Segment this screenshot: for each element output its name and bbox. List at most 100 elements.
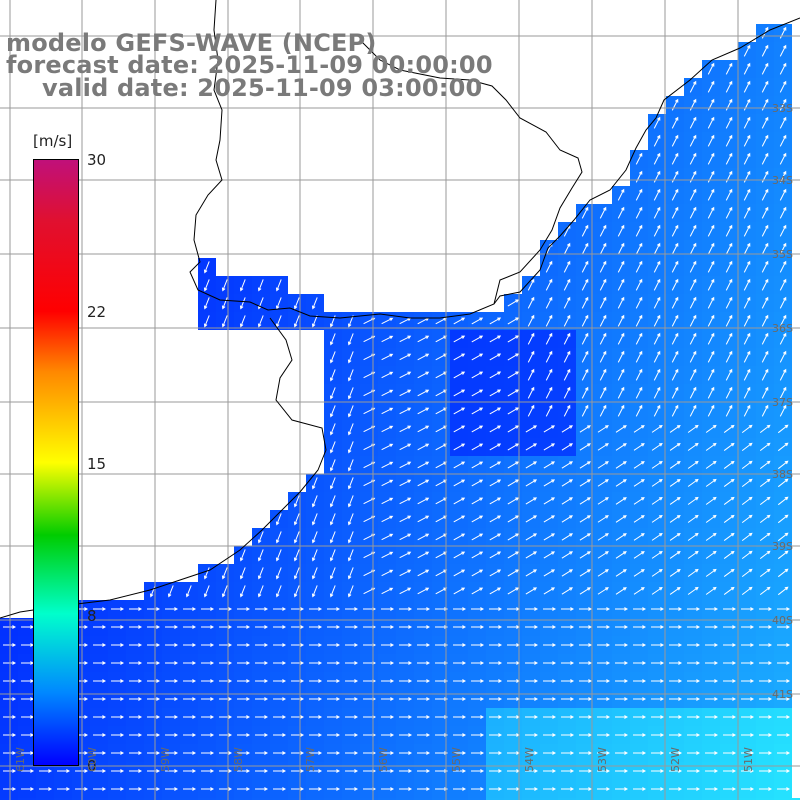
wind-arrow	[615, 443, 627, 451]
wind-arrow	[669, 514, 681, 523]
wind-arrow	[689, 386, 697, 399]
wind-arrow	[221, 297, 228, 310]
wind-arrow	[417, 497, 430, 505]
wind-speed-cell	[684, 798, 702, 800]
wind-arrow	[489, 479, 502, 487]
wind-arrow	[633, 587, 645, 595]
wind-arrow	[147, 751, 161, 755]
wind-arrow	[291, 715, 305, 719]
wind-arrow	[471, 407, 484, 415]
wind-arrow	[741, 787, 755, 791]
wind-arrow	[617, 278, 625, 291]
wind-arrow	[581, 350, 589, 363]
wind-arrow	[615, 625, 629, 629]
wind-arrow	[633, 715, 647, 719]
wind-arrow	[651, 551, 663, 559]
wind-arrow	[275, 279, 282, 292]
wind-arrow	[453, 715, 467, 719]
longitude-label: 58W	[232, 747, 245, 772]
wind-arrow	[489, 643, 503, 647]
wind-arrow	[725, 332, 733, 345]
wind-arrow	[579, 479, 591, 487]
wind-arrow	[635, 152, 643, 165]
wind-arrow	[777, 532, 789, 542]
wind-arrow	[545, 296, 553, 309]
wind-arrow	[111, 697, 125, 701]
wind-arrow	[543, 587, 556, 595]
longitude-label: 56W	[377, 747, 390, 772]
wind-arrow	[725, 206, 733, 219]
wind-arrow	[471, 587, 484, 595]
wind-arrow	[635, 332, 643, 345]
wind-arrow	[633, 661, 647, 665]
wind-speed-cell	[252, 798, 270, 800]
wind-arrow	[525, 479, 538, 487]
wind-arrow	[435, 751, 449, 755]
wind-arrow	[689, 296, 697, 309]
wind-arrow	[93, 769, 107, 773]
wind-arrow	[453, 769, 467, 773]
wind-arrow	[579, 443, 591, 451]
wind-arrow	[615, 569, 627, 577]
wind-arrow	[329, 369, 336, 382]
coastline	[189, 0, 800, 319]
wind-arrow	[399, 751, 413, 755]
colorbar-tick-0: 0	[87, 757, 97, 775]
wind-arrow	[633, 733, 647, 737]
wind-arrow	[579, 697, 593, 701]
wind-arrow	[705, 643, 719, 647]
wind-arrow	[471, 569, 484, 577]
wind-arrow	[671, 224, 679, 237]
wind-arrow	[759, 715, 773, 719]
wind-arrow	[165, 751, 179, 755]
wind-arrow	[129, 625, 143, 629]
wind-arrow	[599, 242, 607, 255]
wind-arrow	[453, 335, 466, 343]
wind-arrow	[381, 461, 394, 469]
wind-arrow	[507, 353, 520, 361]
wind-arrow	[525, 787, 539, 791]
wind-arrow	[561, 479, 573, 487]
wind-arrow	[743, 44, 751, 57]
wind-arrow	[507, 479, 520, 487]
wind-arrow	[201, 733, 215, 737]
wind-arrow	[633, 443, 645, 451]
wind-arrow	[597, 715, 611, 719]
wind-speed-cell	[180, 798, 198, 800]
wind-arrow	[777, 643, 791, 647]
wind-arrow	[399, 461, 412, 469]
wind-arrow	[489, 751, 503, 755]
wind-arrow	[147, 787, 161, 791]
wind-arrow	[723, 769, 737, 773]
wind-arrow	[417, 733, 431, 737]
wind-arrow	[273, 733, 287, 737]
wind-arrow	[453, 425, 466, 433]
wind-speed-cell	[702, 798, 720, 800]
wind-arrow	[779, 296, 787, 309]
wind-arrow	[219, 643, 233, 647]
wind-arrow	[741, 550, 753, 560]
latitude-label: 39S	[772, 540, 793, 553]
wind-arrow	[671, 206, 679, 219]
wind-arrow	[671, 350, 679, 363]
wind-arrow	[687, 751, 701, 755]
wind-arrow	[417, 751, 431, 755]
wind-arrow	[545, 332, 553, 345]
wind-speed-cell	[792, 798, 800, 800]
wind-arrow	[579, 643, 593, 647]
wind-arrow	[777, 787, 791, 791]
wind-arrow	[579, 551, 591, 559]
longitude-label: 53W	[596, 747, 609, 772]
wind-arrow	[707, 242, 715, 255]
wind-arrow	[471, 317, 484, 325]
wind-arrow	[417, 643, 431, 647]
wind-arrow	[581, 224, 589, 237]
wind-arrow	[777, 586, 789, 596]
wind-arrow	[347, 441, 354, 454]
wind-arrow	[399, 587, 412, 595]
wind-arrow	[779, 116, 787, 129]
wind-arrow	[743, 80, 751, 93]
wind-arrow	[741, 514, 753, 524]
wind-arrow	[579, 733, 593, 737]
wind-arrow	[651, 679, 665, 683]
